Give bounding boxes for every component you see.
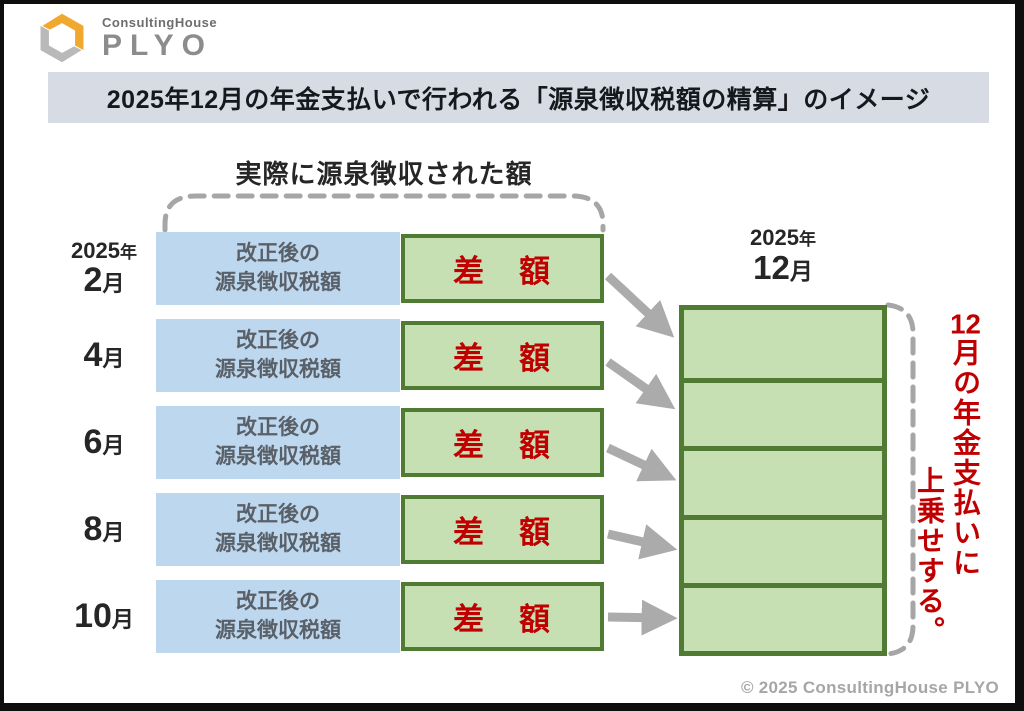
row-date-october: 10月	[56, 580, 152, 653]
row-date-june: 6月	[56, 406, 152, 479]
withholding-box-april: 改正後の 源泉徴収税額	[156, 319, 400, 392]
difference-label: 差 額	[453, 515, 552, 550]
withholding-box-august: 改正後の 源泉徴収税額	[156, 493, 400, 566]
year-suffix: 年	[119, 242, 137, 262]
difference-label: 差 額	[453, 254, 552, 289]
withholding-box-june: 改正後の 源泉徴収税額	[156, 406, 400, 479]
plyo-hexagon-icon	[40, 13, 84, 63]
withholding-box-line1: 改正後の	[236, 242, 320, 266]
row-date-april: 4月	[56, 319, 152, 392]
row-june: 6月 改正後の 源泉徴収税額 差 額	[4, 406, 1015, 479]
difference-label: 差 額	[453, 341, 552, 376]
month-suffix: 月	[102, 345, 125, 371]
difference-box-june: 差 額	[401, 408, 604, 477]
note-combined-digits: 12	[950, 310, 981, 338]
row-august: 8月 改正後の 源泉徴収税額 差 額	[4, 493, 1015, 566]
withholding-box-line2: 源泉徴収税額	[215, 444, 341, 468]
row-october: 10月 改正後の 源泉徴収税額 差 額	[4, 580, 1015, 653]
withholding-box-february: 改正後の 源泉徴収税額	[156, 232, 400, 305]
difference-box-february: 差 額	[401, 234, 604, 303]
row-february: 2025年 2月 改正後の 源泉徴収税額 差 額	[4, 232, 1015, 305]
note-line-2: 上乗せする。	[914, 466, 945, 646]
row-date-february: 2025年 2月	[56, 232, 152, 305]
december-header: 2025年 12月	[680, 225, 886, 287]
title-bar: 2025年12月の年金支払いで行われる「源泉徴収税額の精算」のイメージ	[48, 72, 989, 123]
page-title: 2025年12月の年金支払いで行われる「源泉徴収税額の精算」のイメージ	[106, 85, 931, 114]
december-stack-cell	[684, 310, 882, 379]
withholding-box-line1: 改正後の	[236, 590, 320, 614]
withholding-box-line2: 源泉徴収税額	[215, 531, 341, 555]
month-suffix: 月	[102, 432, 125, 458]
logo-company-name: ConsultingHouse	[102, 15, 218, 30]
month-suffix: 月	[102, 519, 125, 545]
difference-box-august: 差 額	[401, 495, 604, 564]
difference-box-october: 差 額	[401, 582, 604, 651]
row-april: 4月 改正後の 源泉徴収税額 差 額	[4, 319, 1015, 392]
december-stack-cell	[684, 582, 882, 651]
row-date-august: 8月	[56, 493, 152, 566]
copyright: © 2025 ConsultingHouse PLYO	[740, 678, 999, 697]
withholding-box-line1: 改正後の	[236, 416, 320, 440]
december-stack-cell	[684, 446, 882, 515]
difference-label: 差 額	[453, 428, 552, 463]
withheld-amount-label: 実際に源泉徴収された額	[235, 159, 533, 189]
december-stack-cell	[684, 378, 882, 447]
withholding-box-line2: 源泉徴収税額	[215, 618, 341, 642]
month-number: 6	[83, 422, 103, 461]
december-year-suffix: 年	[798, 230, 816, 249]
month-suffix: 月	[102, 270, 125, 296]
difference-label: 差 額	[453, 602, 552, 637]
withholding-box-line2: 源泉徴収税額	[215, 270, 341, 294]
withholding-box-october: 改正後の 源泉徴収税額	[156, 580, 400, 653]
month-number: 10	[74, 596, 112, 635]
year-number: 2025	[71, 237, 120, 263]
top-dashed-bracket	[162, 193, 606, 233]
month-suffix: 月	[111, 606, 134, 632]
logo: ConsultingHouse PLYO	[34, 11, 217, 65]
withholding-box-line2: 源泉徴収税額	[215, 357, 341, 381]
withholding-box-line1: 改正後の	[236, 329, 320, 353]
december-month-suffix: 月	[789, 258, 813, 285]
month-number: 4	[83, 335, 103, 374]
month-number: 8	[83, 509, 103, 548]
difference-box-april: 差 額	[401, 321, 604, 390]
logo-brand-name: PLYO	[102, 29, 213, 62]
december-month: 12	[753, 249, 790, 287]
withholding-box-line1: 改正後の	[236, 503, 320, 527]
month-number: 2	[83, 260, 103, 299]
december-stack-cell	[684, 514, 882, 583]
december-stack	[679, 305, 887, 656]
december-year: 2025	[750, 225, 799, 250]
note-line1-text: 月の年金支払いに	[950, 338, 981, 578]
note-line-1: 12月の年金支払いに	[948, 310, 982, 610]
